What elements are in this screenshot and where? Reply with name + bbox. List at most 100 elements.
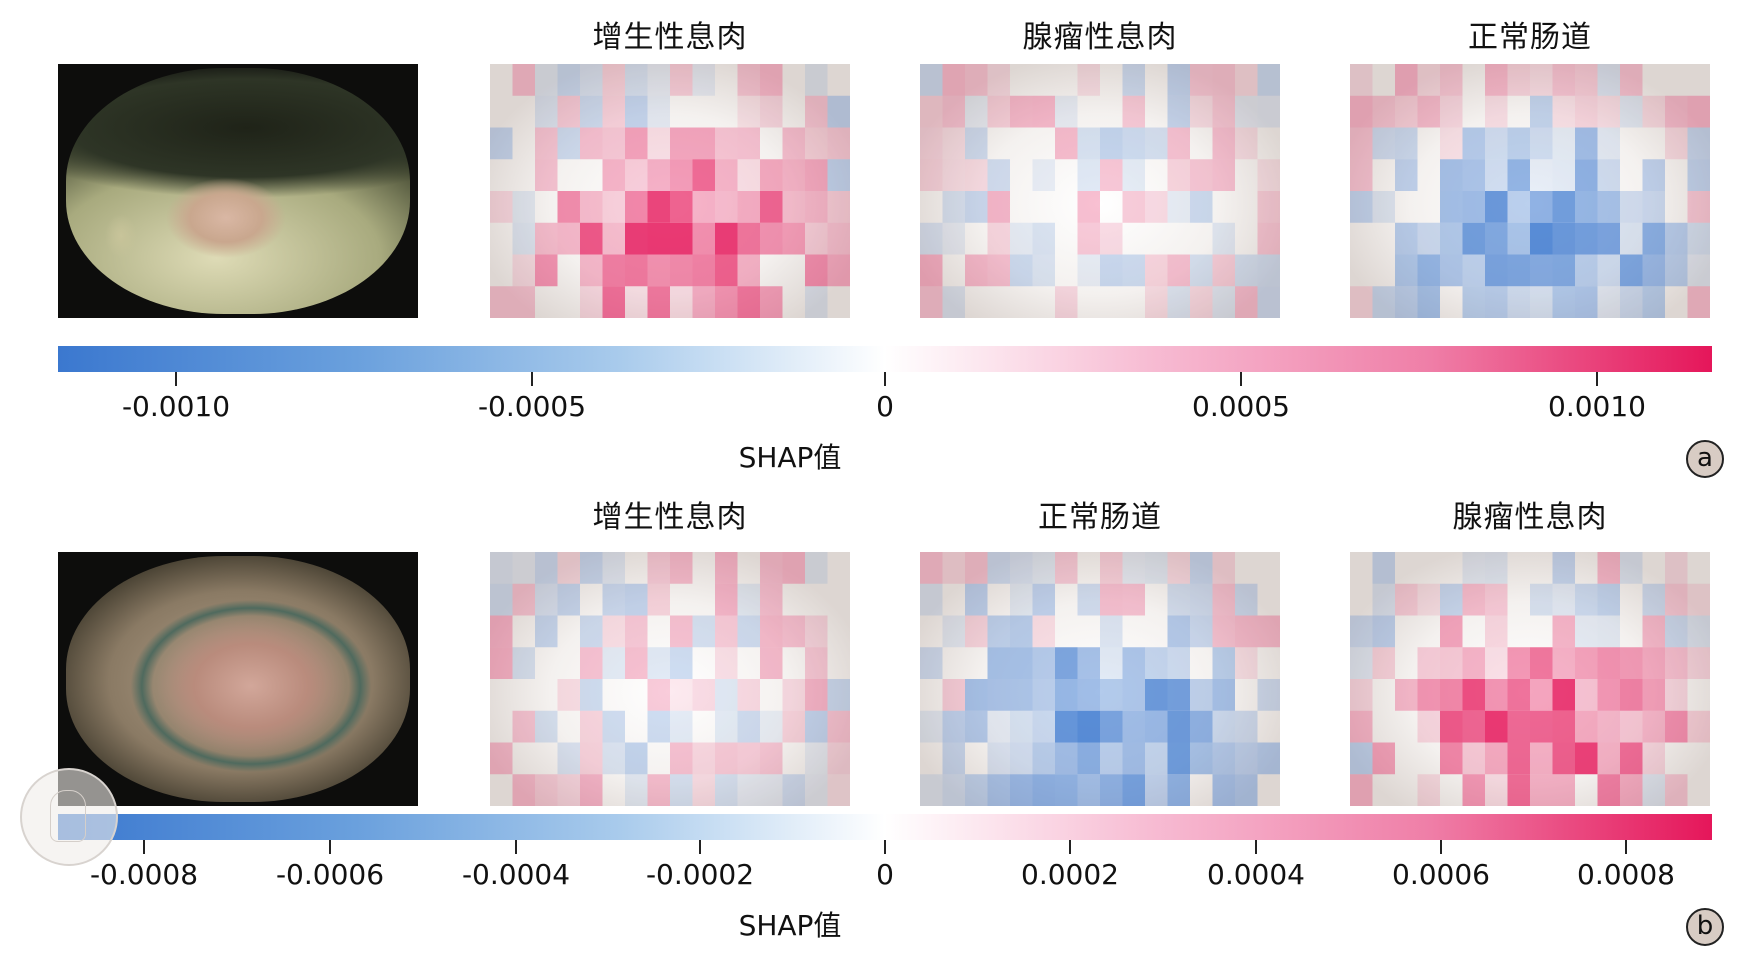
shap-tile [1440,710,1463,743]
shap-tile [1032,774,1055,806]
shap-tile [1597,95,1620,128]
shap-tile [1642,222,1665,255]
colorbar-label-b: SHAP值 [738,909,842,942]
shap-tile [1350,286,1373,318]
shap-tile [737,127,760,160]
shap-tile [920,583,943,616]
shap-tile [1010,222,1033,255]
colorbar-tick [531,372,533,386]
shap-tile [1257,64,1280,96]
shap-tile [1530,286,1553,318]
shap-tile [965,615,988,648]
shap-tile [827,774,850,806]
shap-tile [1100,222,1123,255]
shap-tile [737,774,760,806]
shap-tile [715,615,738,648]
shap-tile [1235,286,1258,318]
shap-tile [1642,286,1665,318]
shap-tile [512,552,535,584]
colorbar-tick-label: -0.0002 [645,858,755,891]
shap-tile [1507,742,1530,775]
shap-tile [1167,615,1190,648]
shap-tile [1100,774,1123,806]
shap-tile [1077,191,1100,223]
shap-tile [1122,254,1145,287]
shap-tile [1485,159,1508,191]
shap-tile [1620,254,1643,287]
shap-tile [805,615,828,648]
shap-tile [625,95,648,128]
shap-tile [602,552,625,584]
shap-tile [1395,679,1418,711]
shap-tile [1440,679,1463,711]
colorbar-tick-label: 0.0006 [1392,858,1490,891]
shap-tile [1257,742,1280,775]
shap-tile [1100,679,1123,711]
colorbar-tick [1440,840,1442,854]
shap-tile [782,222,805,255]
shap-tile [1010,710,1033,743]
shap-tile [1212,647,1235,679]
shap-tile [1665,254,1688,287]
shap-tile [647,286,670,318]
shap-tile [1440,222,1463,255]
shap-tile [1575,615,1598,648]
shap-tile [670,710,693,743]
shap-tile [1100,254,1123,287]
shap-tile [1032,159,1055,191]
shap-tile [490,742,513,775]
colorbar-tick [1596,372,1598,386]
shap-tile [1077,583,1100,616]
shap-tile [760,286,783,318]
shap-tile [760,615,783,648]
shap-tile [1507,191,1530,223]
shap-tile [1507,222,1530,255]
panel-b: 增生性息肉 正常肠道 腺瘤性息肉 -0.0008 -0.0006 -0.0004 -0… [0,480,1737,959]
colorbar-tick [515,840,517,854]
shap-tile [1100,710,1123,743]
shap-tile [1530,127,1553,160]
shap-tile [805,222,828,255]
shap-tile [1687,254,1710,287]
shap-tile [580,254,603,287]
shap-tile [1665,647,1688,679]
shap-tile [920,286,943,318]
shap-tile [1212,742,1235,775]
shap-tile [987,64,1010,96]
shap-tile [1440,647,1463,679]
shap-tile [1462,710,1485,743]
shap-tile [1687,615,1710,648]
shap-tile [1032,254,1055,287]
shap-tile [1665,583,1688,616]
shap-tile [647,583,670,616]
shap-tile [1167,64,1190,96]
shap-tile [715,583,738,616]
shap-tile [557,583,580,616]
shap-tile [1575,191,1598,223]
shap-tile [1417,774,1440,806]
shap-tile [1145,742,1168,775]
shap-tile [1665,710,1688,743]
shap-tile [1032,583,1055,616]
shap-tile [625,222,648,255]
shap-tile [1372,552,1395,584]
shap-tile [1597,615,1620,648]
shap-tile [1190,710,1213,743]
colorbar-tick [1069,840,1071,854]
shap-tile [1575,127,1598,160]
shap-tile [580,679,603,711]
shap-tile [827,191,850,223]
shap-tile [1552,95,1575,128]
shap-tile [1597,552,1620,584]
shap-tile [965,710,988,743]
shap-tile [1507,127,1530,160]
colorbar-tick-label: 0.0004 [1207,858,1305,891]
shap-tile [557,742,580,775]
shap-tile [987,222,1010,255]
colorbar-tick [175,372,177,386]
shap-tile [1122,64,1145,96]
shap-tile [920,254,943,287]
shap-tile [1575,254,1598,287]
shap-tile [602,64,625,96]
shap-tile [737,95,760,128]
